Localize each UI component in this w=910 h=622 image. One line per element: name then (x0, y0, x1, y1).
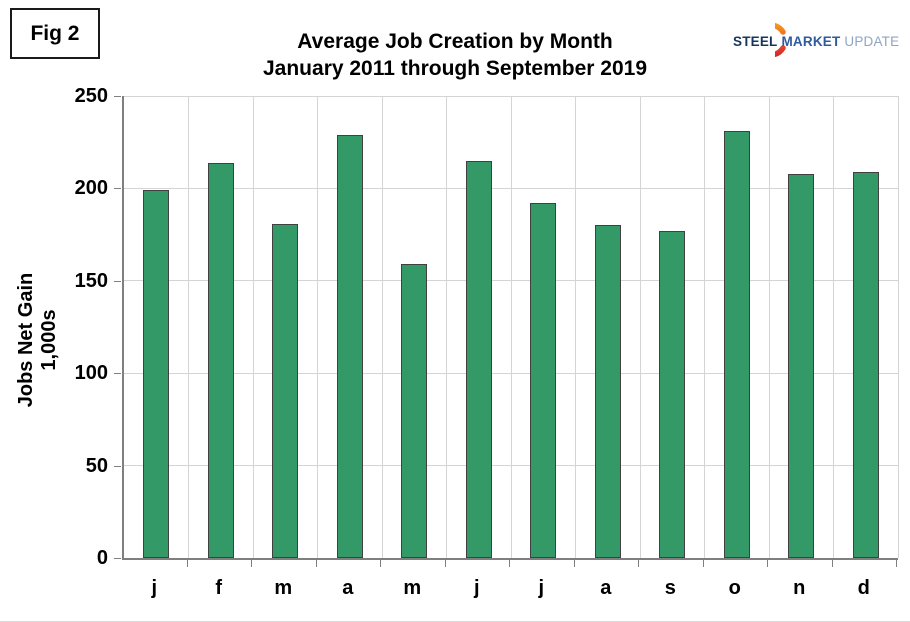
y-axis-tick (114, 465, 121, 467)
gridline-vertical (252, 96, 254, 558)
logo-word-steel: STEEL (733, 34, 778, 49)
y-axis-tick (114, 373, 121, 375)
figure-label: Fig 2 (30, 21, 80, 45)
steel-market-update-logo: STEEL MARKET UPDATE (733, 18, 903, 64)
x-axis-tick (573, 560, 575, 567)
y-axis-tick-label: 0 (96, 547, 108, 569)
y-axis-tick-label: 200 (74, 177, 108, 200)
gridline-vertical (704, 96, 705, 558)
y-axis-tick (114, 558, 121, 559)
bar-s-9 (659, 230, 686, 558)
figure-label-box: Fig 2 (10, 8, 100, 59)
y-axis-tick (114, 96, 121, 97)
gridline-vertical (317, 96, 318, 558)
bar-j-7 (530, 203, 557, 558)
chart-title: Average Job Creation by Month (297, 30, 613, 53)
x-axis-label-12: d (857, 577, 870, 599)
bar-a-4 (336, 134, 363, 558)
bar-n-11 (788, 173, 815, 558)
x-axis-tick (638, 560, 639, 567)
gridline-vertical (639, 96, 641, 558)
x-axis-label-3: m (274, 577, 293, 599)
gridline-vertical (188, 96, 189, 558)
y-axis-tick-label: 100 (74, 362, 108, 385)
x-axis-label-9: s (664, 577, 676, 599)
x-axis-tick (702, 560, 704, 567)
bar-j-1 (143, 190, 170, 558)
x-axis-label-5: m (403, 577, 422, 599)
chart-subtitle: January 2011 through September 2019 (263, 57, 647, 80)
x-axis-tick (315, 560, 317, 567)
x-axis-label-4: a (342, 577, 354, 599)
x-axis-tick (444, 560, 446, 567)
x-axis-tick (380, 560, 381, 567)
y-axis-tick-label: 250 (74, 85, 108, 107)
gridline-vertical (768, 96, 770, 558)
logo-word-update: UPDATE (844, 34, 900, 49)
chart-title-block: Average Job Creation by Month January 20… (130, 28, 780, 82)
bar-j-6 (465, 160, 492, 558)
x-axis-label-10: o (728, 577, 741, 599)
x-axis-tick (251, 560, 252, 567)
gridline-vertical (381, 96, 383, 558)
gridline-vertical (833, 96, 834, 558)
logo-wordmark: STEEL MARKET UPDATE (733, 34, 903, 49)
x-axis-label-8: a (600, 577, 612, 599)
x-axis-label-1: j (151, 577, 158, 599)
gridline-vertical (510, 96, 512, 558)
logo-word-market: MARKET (781, 34, 841, 49)
y-axis-tick (114, 280, 121, 282)
plot-area (122, 95, 899, 560)
bar-m-5 (401, 264, 428, 558)
x-axis-label-6: j (473, 577, 480, 599)
x-axis-tick (896, 560, 897, 567)
gridline-vertical (897, 96, 899, 558)
bar-f-2 (207, 162, 234, 558)
x-axis-tick (186, 560, 188, 567)
x-axis-label-2: f (215, 577, 223, 599)
y-axis-tick-label: 50 (85, 454, 108, 477)
x-axis-tick (831, 560, 833, 567)
x-axis-tick (767, 560, 768, 567)
bar-o-10 (723, 131, 750, 558)
y-axis-tick-label: 150 (74, 269, 108, 292)
x-axis-tick (509, 560, 510, 567)
bar-d-12 (852, 171, 879, 558)
gridline-vertical (446, 96, 447, 558)
bar-a-8 (594, 225, 621, 558)
gridline-vertical (575, 96, 576, 558)
x-axis-label-7: j (538, 577, 545, 599)
x-axis-label-11: n (793, 577, 806, 599)
y-axis-tick (114, 188, 121, 190)
bar-m-3 (272, 223, 299, 558)
